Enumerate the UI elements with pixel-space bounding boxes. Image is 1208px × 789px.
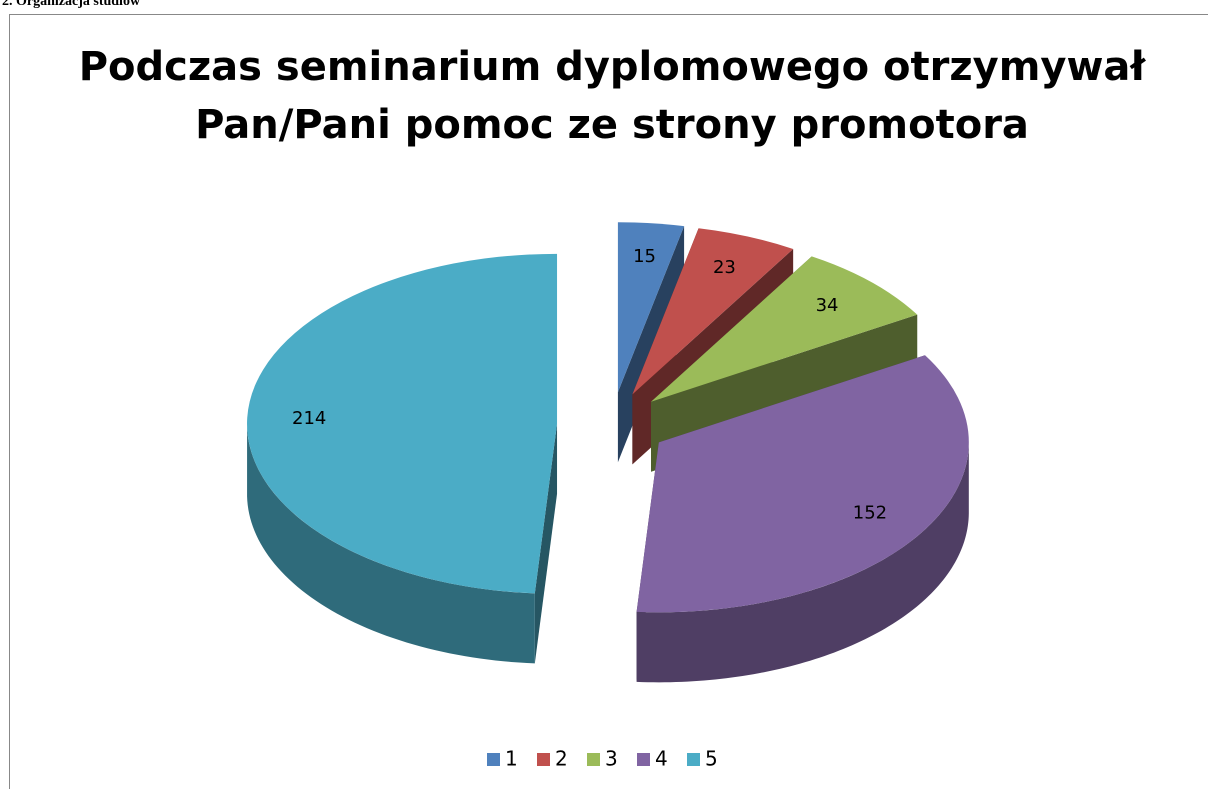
slice-side [247, 426, 535, 664]
legend-label: 5 [705, 747, 718, 771]
slice [651, 256, 918, 402]
legend-swatch [537, 753, 550, 766]
chart-title: Podczas seminarium dyplomowego otrzymywa… [79, 44, 1147, 90]
chart-title: Pan/Pani pomoc ze strony promotora [195, 102, 1029, 148]
legend-swatch [487, 753, 500, 766]
legend-swatch [587, 753, 600, 766]
slice-group [247, 253, 558, 664]
legend-label: 2 [555, 747, 568, 771]
slice [247, 253, 558, 594]
slice-side [534, 423, 558, 664]
legend-label: 1 [505, 747, 518, 771]
slice [632, 228, 794, 395]
legend-label: 3 [605, 747, 618, 771]
slice [636, 355, 969, 613]
section-heading: 2. Organizacja studiów [2, 0, 141, 9]
data-label: 15 [633, 246, 656, 267]
legend-swatch [687, 753, 700, 766]
slice-side [636, 443, 969, 683]
data-label: 34 [816, 295, 839, 316]
legend-label: 4 [655, 747, 668, 771]
data-label: 23 [713, 257, 736, 278]
slice-group [636, 355, 969, 683]
data-label: 214 [292, 408, 326, 429]
legend-swatch [637, 753, 650, 766]
slice [617, 222, 685, 393]
data-label: 152 [853, 503, 887, 524]
